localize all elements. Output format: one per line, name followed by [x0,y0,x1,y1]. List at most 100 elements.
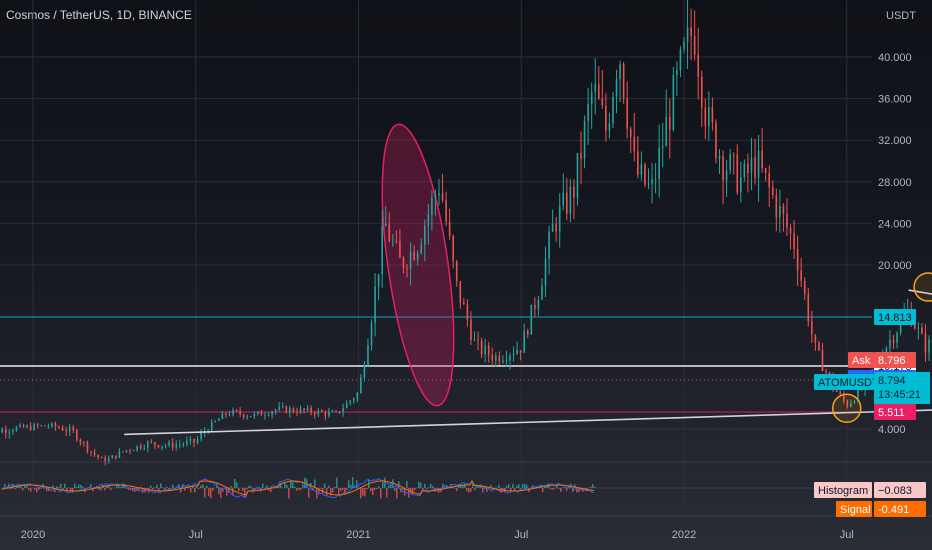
candle-body [100,457,103,459]
macd-histogram-bar [366,488,368,490]
macd-histogram-bar [70,488,72,492]
candle-body [413,251,415,260]
candle-body [466,304,469,320]
macd-histogram-bar [288,488,290,499]
candle-body [118,451,121,458]
macd-histogram-bar [302,484,304,488]
tag-cyan-value-bg[interactable] [874,309,916,325]
candles [1,0,932,466]
macd-histogram-bar [528,488,530,493]
macd-histogram-bar [412,488,414,495]
candle-body [839,391,842,395]
macd-histogram-bar [506,485,508,488]
macd-histogram-bar [194,488,196,493]
macd-histogram-bar [482,488,484,493]
candle-body [551,223,554,232]
candle-body [477,339,479,341]
macd-histogram-bar [468,488,470,493]
candle-body [374,286,376,324]
macd-histogram-bar [116,485,118,488]
macd-histogram-bar [212,488,214,492]
candle-body [335,411,337,413]
candle-body [569,186,572,214]
trend-line[interactable] [124,397,932,436]
candle-body [186,440,188,445]
macd-histogram-bar [246,488,248,490]
macd-histogram-bar [60,483,62,488]
candle-body [818,342,820,350]
macd-histogram-bar [158,488,160,492]
tag-last-bg[interactable] [874,372,930,404]
tag-histogram-value-bg[interactable] [874,482,926,498]
macd-histogram-bar [192,485,194,488]
macd-histogram-bar [434,488,436,492]
y-axis: 40.000 36.000 32.000 28.000 24.000 20.000 4.00… [878,52,912,436]
candle-body [182,444,185,446]
candle-body [484,345,486,355]
macd-histogram-bar [280,482,282,488]
candle-body [29,425,32,430]
highlight-circle[interactable] [913,272,932,302]
macd-histogram-bar [20,484,22,488]
macd-histogram-bar [210,488,212,499]
candle-body [537,299,540,309]
candle-body [505,360,508,362]
candle-body [363,365,366,378]
candle-body [644,164,646,185]
tag-ask-value-bg[interactable] [874,351,916,368]
macd-histogram-bar [154,487,156,488]
macd-histogram-bar [298,488,300,490]
grid [0,0,872,515]
candle-body [768,173,771,188]
tag-symbol-label-bg[interactable] [814,374,874,390]
macd-histogram-bar [516,485,518,488]
macd-histogram-bar [532,484,534,488]
candle-body [352,398,355,401]
highlight-circle[interactable] [832,393,862,423]
candle-body [594,83,597,92]
candle-body [750,157,753,173]
macd-histogram-bar [568,485,570,488]
candle-body [86,442,89,452]
macd-histogram-bar [248,485,250,488]
candle-body [228,414,231,416]
macd-histogram-bar [498,484,500,488]
candle-body [321,410,323,412]
candle-body [700,76,703,108]
macd-histogram-bar [10,488,12,490]
tag-signal-label-bg[interactable] [836,501,872,517]
tag-histogram-label-bg[interactable] [814,482,872,498]
candle-body [633,136,636,152]
macd-histogram-bar [394,488,396,492]
candle-body [434,195,437,198]
candle-body [420,244,423,253]
macd-histogram-bar [140,486,142,488]
candle-body [1,428,4,433]
candle-body [22,424,25,428]
macd-histogram-bar [258,486,260,488]
candle-body [242,414,245,418]
macd-histogram-bar [318,488,320,495]
macd-histogram-bar [208,488,210,497]
macd-histogram-bar [100,488,102,491]
macd-histogram-bar [262,483,264,488]
tag-red-value-bg[interactable] [874,404,916,420]
candle-body [718,156,721,159]
candle-body [281,406,284,408]
macd-histogram-bar [38,488,40,490]
candle-body [686,27,689,42]
macd-histogram-bar [428,487,430,488]
macd-histogram-bar [56,486,58,488]
tag-ask-label-bg[interactable] [848,351,874,368]
candle-body [370,323,373,346]
candle-body [896,333,898,343]
candle-body [786,214,788,228]
symbol-title[interactable]: Cosmos / TetherUS, 1D, BINANCE [6,8,192,22]
tag-signal-value-bg[interactable] [874,501,926,517]
candle-body [164,445,167,447]
candle-body [388,224,391,242]
candle-body [196,439,199,443]
macd-histogram-bar [82,486,84,488]
candle-body [754,157,756,178]
